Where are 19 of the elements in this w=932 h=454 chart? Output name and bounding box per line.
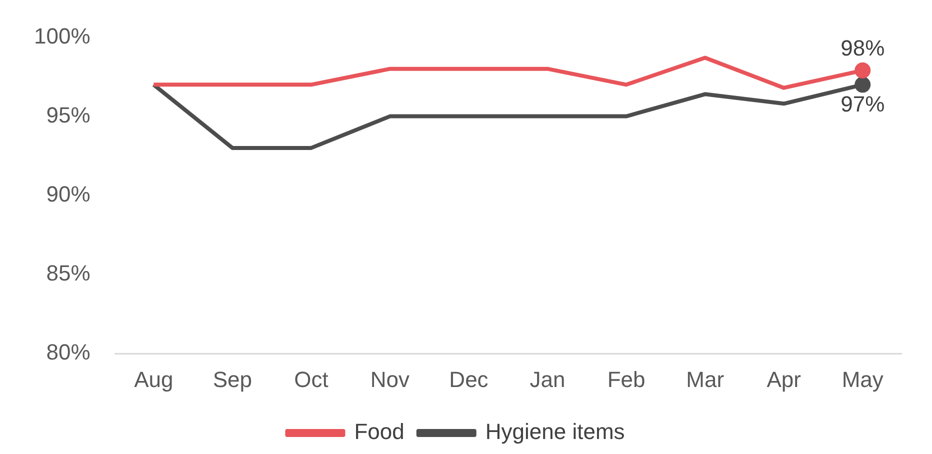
x-tick-label: Nov (370, 366, 410, 392)
x-tick-label: Mar (686, 366, 724, 392)
y-tick-label: 90% (46, 181, 90, 206)
x-tick-label: Jan (530, 366, 566, 392)
legend-label: Hygiene items (485, 419, 625, 444)
x-tick-label: Sep (212, 366, 252, 392)
y-tick-label: 100% (34, 23, 90, 48)
y-tick-label: 85% (46, 260, 90, 286)
x-tick-label: Feb (607, 366, 646, 392)
x-tick-label: Apr (766, 366, 801, 392)
x-tick-label: Aug (134, 366, 174, 392)
data-label: 97% (840, 92, 885, 117)
x-tick-label: Oct (294, 366, 328, 392)
legend-label: Food (354, 419, 404, 444)
y-tick-label: 80% (46, 340, 90, 365)
x-tick-label: May (842, 366, 884, 392)
data-label: 98% (840, 35, 885, 60)
y-tick-label: 95% (46, 102, 90, 128)
x-tick-label: Dec (449, 366, 488, 392)
